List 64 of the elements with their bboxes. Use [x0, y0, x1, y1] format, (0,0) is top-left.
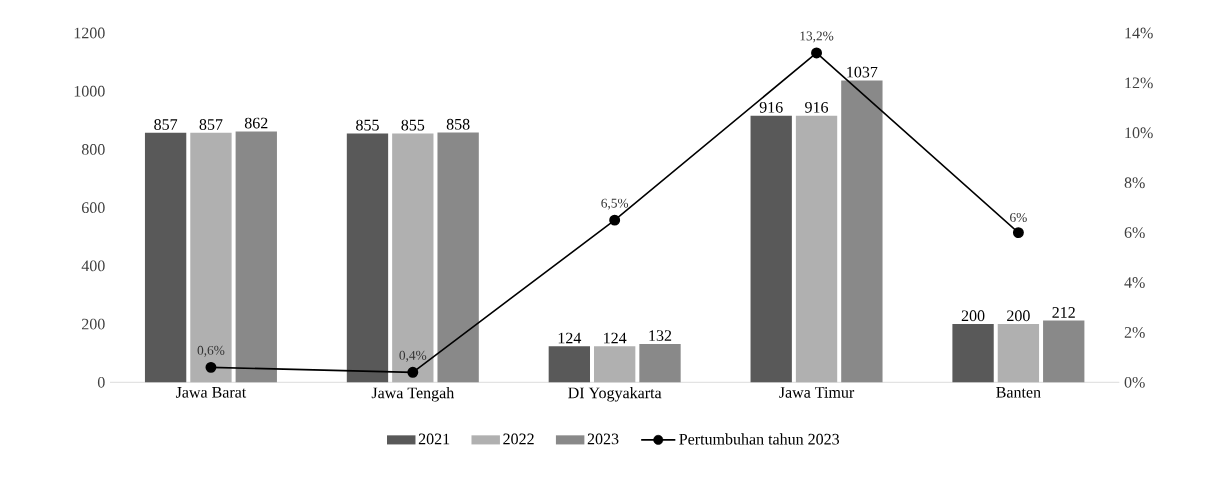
y-tick-label: 0 [97, 376, 105, 388]
y2-tick-label: 0% [1124, 376, 1145, 388]
data-label: 916 [759, 101, 783, 113]
x-tick-label: Jawa Timur [779, 387, 855, 398]
y-tick-label: 800 [81, 144, 105, 155]
bar [795, 115, 838, 383]
bar [952, 324, 994, 383]
y2-tick-label: 4% [1124, 277, 1145, 288]
data-label: 200 [961, 310, 985, 322]
y-tick-label: 1200 [74, 27, 105, 39]
data-label: 132 [649, 330, 672, 341]
legend-label: 2021 [418, 433, 450, 445]
x-tick-label: Jawa Barat [175, 387, 247, 398]
y-tick-label: 1000 [74, 85, 105, 97]
legend-label: 2023 [587, 433, 619, 445]
data-label: 124 [604, 332, 627, 344]
data-label: 6,5% [601, 198, 629, 210]
data-label: 858 [446, 118, 470, 130]
bar [1043, 320, 1085, 383]
point [609, 214, 621, 226]
bar [639, 343, 681, 383]
y-tick-label: 400 [81, 260, 105, 272]
point [1012, 227, 1024, 239]
data-label: 124 [558, 332, 582, 344]
bar [594, 346, 636, 383]
y2-tick-label: 14% [1125, 27, 1153, 39]
data-label: 857 [154, 119, 178, 130]
legend-label: 2022 [503, 433, 534, 445]
data-label: 0,4% [399, 350, 427, 362]
x-tick-label: Banten [996, 387, 1041, 398]
y-tick-label: 200 [82, 318, 105, 330]
bar [997, 324, 1040, 383]
data-label: 212 [1052, 307, 1075, 318]
y2-tick-label: 8% [1124, 177, 1145, 189]
data-label: 200 [1007, 310, 1030, 322]
data-label: 855 [401, 119, 425, 131]
bar [144, 132, 187, 383]
point [407, 366, 419, 378]
y2-tick-label: 6% [1124, 227, 1145, 239]
bar [346, 133, 389, 383]
data-label: 6% [1010, 212, 1027, 223]
point [205, 361, 217, 373]
bar [750, 115, 792, 383]
y-tick-label: 600 [82, 202, 105, 214]
legend-label: Pertumbuhan tahun 2023 [679, 433, 840, 445]
data-label: 13,2% [800, 31, 834, 43]
point [811, 47, 823, 59]
y2-tick-label: 12% [1125, 77, 1153, 89]
data-label: 855 [356, 119, 379, 131]
data-label: 0,6% [197, 345, 225, 357]
x-tick-label: Jawa Tengah [371, 387, 455, 402]
data-label: 862 [244, 117, 268, 129]
data-label: 857 [199, 119, 223, 130]
bar [392, 133, 434, 383]
bar [841, 80, 883, 383]
y2-tick-label: 2% [1124, 326, 1145, 338]
bar [548, 346, 591, 383]
bar [437, 132, 479, 383]
bar [190, 132, 232, 383]
data-label: 916 [805, 101, 829, 113]
data-label: 1037 [847, 66, 878, 78]
y2-tick-label: 10% [1125, 127, 1153, 139]
x-tick-label: DI Yogyakarta [568, 387, 662, 402]
bar [235, 131, 277, 383]
